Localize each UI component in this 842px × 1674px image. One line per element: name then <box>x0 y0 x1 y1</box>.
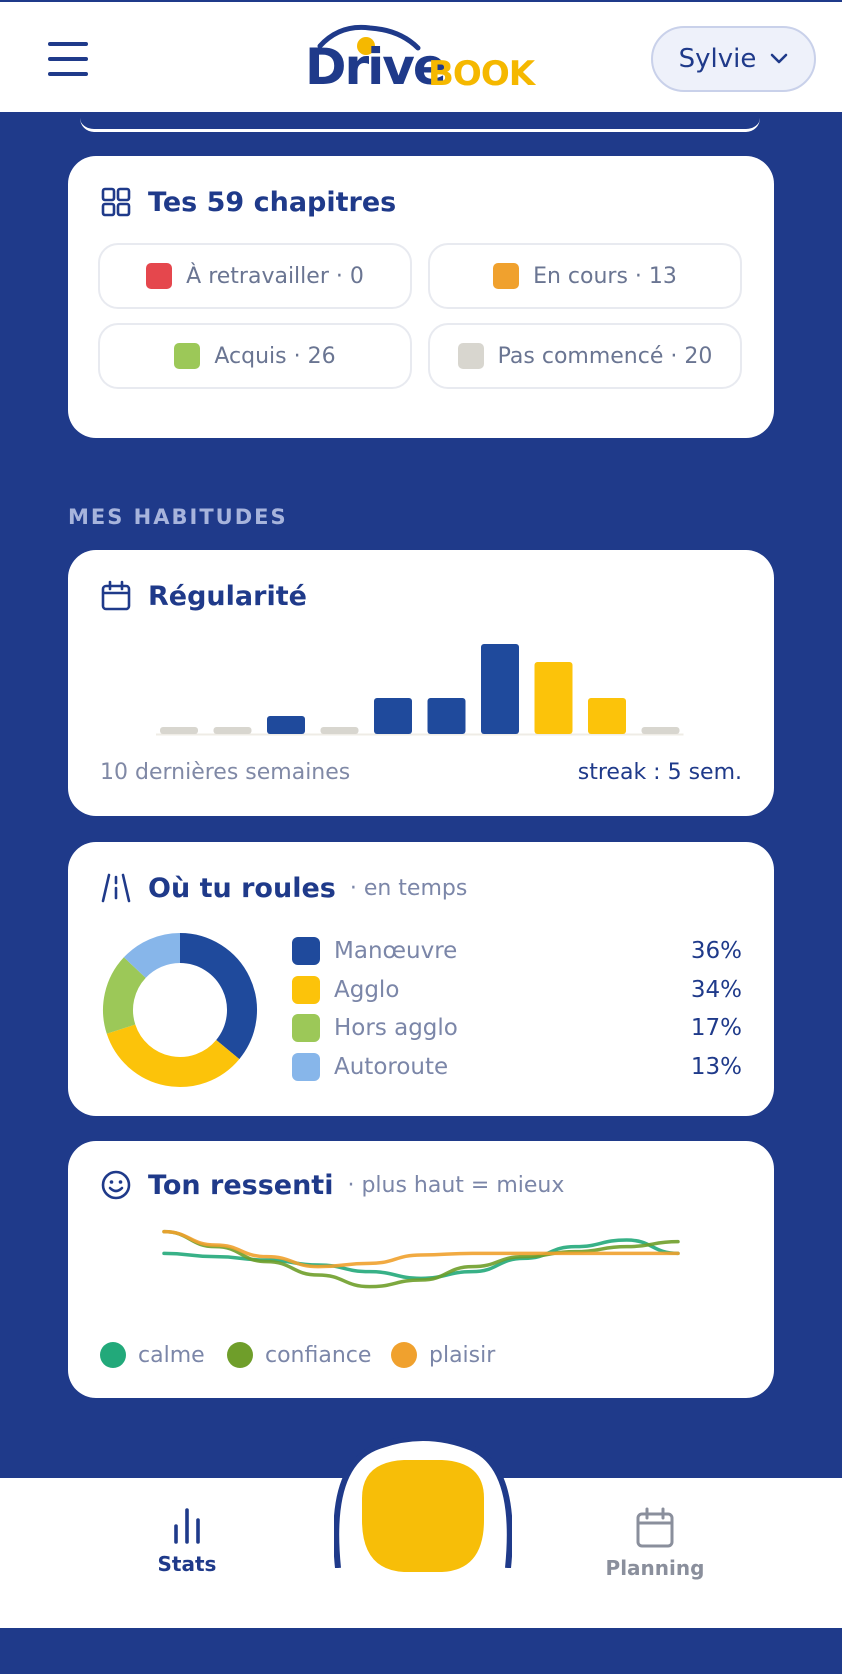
menu-icon[interactable] <box>48 42 88 76</box>
legend-row-1: Agglo 34% <box>292 975 742 1005</box>
bar-week-4 <box>320 727 359 734</box>
road-icon <box>101 873 131 903</box>
chapters-title: Tes 59 chapitres <box>100 186 396 218</box>
mood-line-calme <box>162 1238 680 1281</box>
legend-dot-plaisir <box>391 1342 417 1368</box>
legend-swatch <box>292 1052 320 1081</box>
previous-card-edge <box>80 118 760 132</box>
legend-swatch <box>292 1014 320 1042</box>
mood-line-plaisir <box>162 1229 680 1269</box>
mood-card: Ton ressenti · plus haut = mieux <box>68 1141 774 1398</box>
legend-label: calme <box>138 1342 205 1368</box>
mood-line-chart <box>162 1229 680 1289</box>
logo-car-roof-icon <box>317 24 421 55</box>
legend-plaisir: plaisir <box>391 1342 495 1368</box>
legend-dot-calme <box>100 1342 126 1368</box>
regularity-title-text: Régularité <box>148 580 307 612</box>
legend-label: Agglo <box>334 976 400 1003</box>
legend-label: plaisir <box>429 1342 496 1368</box>
bar-week-6 <box>427 698 466 734</box>
regularity-card: Régularité 10 dernières semaines streak … <box>68 550 774 816</box>
legend-swatch <box>292 975 320 1004</box>
status-label: Acquis · 26 <box>214 343 336 369</box>
mood-title-text: Ton ressenti <box>148 1169 334 1201</box>
status-label: À retravailler · 0 <box>186 263 364 289</box>
status-label: En cours · 13 <box>533 263 677 289</box>
legend-label: Hors agglo <box>334 1015 458 1041</box>
legend-label: Manœuvre <box>334 938 458 964</box>
nav-planning-label: Planning <box>605 1556 705 1580</box>
bar-week-2 <box>213 727 252 734</box>
legend-percent: 13% <box>690 1053 742 1080</box>
bottom-edge <box>0 1628 842 1674</box>
chevron-down-icon <box>771 53 788 64</box>
bar-week-8 <box>534 662 573 734</box>
main-action-button[interactable] <box>333 1428 513 1598</box>
mood-title: Ton ressenti · plus haut = mieux <box>100 1169 564 1201</box>
bar-week-3 <box>267 716 305 734</box>
regularity-title: Régularité <box>100 580 307 612</box>
logo-drive: Drive <box>305 38 447 96</box>
bar-chart-icon <box>174 1508 200 1544</box>
status-chip-to-rework[interactable]: À retravailler · 0 <box>98 243 412 309</box>
status-chip-acquired[interactable]: Acquis · 26 <box>98 323 412 389</box>
legend-row-3: Autoroute 13% <box>292 1052 742 1082</box>
steering-blob-icon <box>333 1435 513 1598</box>
mood-line-confiance <box>162 1229 680 1289</box>
legend-percent: 17% <box>690 1015 742 1041</box>
legend-label: Autoroute <box>334 1053 449 1080</box>
legend-swatch <box>292 937 320 965</box>
user-name: Sylvie <box>678 44 757 74</box>
donut-slice-1 <box>106 1023 240 1087</box>
nav-stats-label: Stats <box>157 1552 217 1576</box>
status-label: Pas commencé · 20 <box>497 343 713 369</box>
where-title-text: Où tu roules <box>148 872 336 904</box>
calendar-icon <box>101 580 131 611</box>
grid-icon <box>101 187 131 217</box>
smiley-icon <box>101 1170 131 1200</box>
chapters-card: Tes 59 chapitres À retravailler · 0 En c… <box>68 156 774 438</box>
bar-week-1 <box>160 727 198 734</box>
where-donut-chart <box>103 933 257 1087</box>
bar-week-10 <box>641 727 680 734</box>
app-logo: Drive BOOK <box>300 24 540 96</box>
regularity-footer-left: 10 dernières semaines <box>100 760 351 785</box>
legend-row-2: Hors agglo 17% <box>292 1013 742 1043</box>
legend-percent: 34% <box>690 976 742 1003</box>
donut-slice-3 <box>123 933 181 979</box>
donut-slice-2 <box>103 957 147 1034</box>
where-card: Où tu roules · en temps Manœuvre 36% Agglo… <box>68 842 774 1116</box>
legend-label: confiance <box>265 1342 372 1368</box>
bar-week-5 <box>374 698 412 734</box>
nav-stats[interactable]: Stats <box>107 1506 267 1576</box>
donut-slice-0 <box>179 933 257 1060</box>
where-title: Où tu roules · en temps <box>100 872 467 904</box>
bar-week-9 <box>588 698 626 734</box>
status-color-to-rework <box>146 263 173 289</box>
status-color-not-started <box>457 343 484 369</box>
legend-confiance: confiance <box>227 1342 371 1368</box>
legend-percent: 36% <box>690 938 742 964</box>
logo-book: BOOK <box>428 54 535 94</box>
streak-label: streak : 5 sem. <box>577 760 742 785</box>
legend-row-0: Manœuvre 36% <box>292 936 742 966</box>
top-bar: Drive BOOK Sylvie <box>0 0 842 112</box>
status-chip-in-progress[interactable]: En cours · 13 <box>428 243 742 309</box>
status-color-acquired <box>174 343 201 369</box>
where-subtitle: · en temps <box>349 875 468 901</box>
section-label: MES HABITUDES <box>68 505 288 529</box>
calendar-icon <box>636 1507 674 1548</box>
legend-dot-confiance <box>227 1342 253 1368</box>
chapters-title-text: Tes 59 chapitres <box>148 186 397 218</box>
status-chip-not-started[interactable]: Pas commencé · 20 <box>428 323 742 389</box>
bar-week-7 <box>481 644 519 734</box>
regularity-bar-chart <box>156 644 684 736</box>
nav-planning[interactable]: Planning <box>575 1506 735 1580</box>
status-color-in-progress <box>493 263 520 289</box>
mood-subtitle: · plus haut = mieux <box>347 1172 565 1198</box>
user-menu-button[interactable]: Sylvie <box>651 26 816 92</box>
legend-calme: calme <box>100 1342 205 1368</box>
